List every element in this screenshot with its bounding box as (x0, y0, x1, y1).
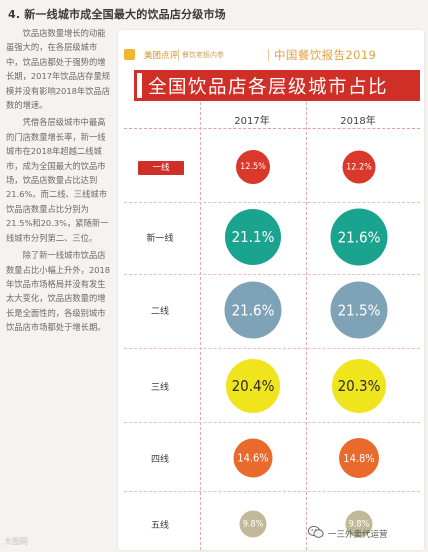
value-bubble-tier3-2018: 20.3% (332, 359, 386, 413)
row-divider (124, 422, 420, 423)
sidebar-text: 饮品店数量增长的动能虽强大的，在各层级城市中，饮品店都处于强势的增长期，2017… (6, 26, 112, 338)
chart-title: 全国饮品店各层级城市占比 (148, 77, 389, 98)
row-label-tier2: 二线 (150, 307, 169, 317)
row-label-tier3: 三线 (150, 383, 169, 393)
row-label-tier5: 五线 (150, 521, 169, 531)
wechat-icon (308, 525, 324, 538)
sidebar-paragraph: 饮品店数量增长的动能虽强大的，在各层级城市中，饮品店都处于强势的增长期，2017… (6, 28, 111, 111)
brand-slogan: 餐饮老板内参 (182, 51, 224, 59)
row-divider (124, 274, 420, 275)
banner-divider (178, 49, 179, 61)
section-heading: 4. 新一线城市成全国最大的饮品店分级市场 (8, 8, 226, 21)
value-bubble-tier5-2018: 9.8% (345, 510, 373, 538)
banner-divider (268, 49, 269, 61)
column-divider (306, 102, 307, 550)
header-divider (124, 128, 420, 129)
value-bubble-tier4-2017: 14.6% (233, 438, 273, 478)
column-header-2018: 2018年 (340, 116, 376, 127)
title-accent-mark (137, 73, 142, 98)
value-bubble-tier4-2018: 14.8% (339, 438, 379, 478)
row-divider (124, 348, 420, 349)
brand-logo-icon (124, 49, 135, 60)
chart-title-bar: 全国饮品店各层级城市占比 (134, 70, 420, 101)
sidebar-paragraph: 除了新一线城市饮品店数量占比小幅上升外，2018年饮品市场格局并没有发生太大变化… (6, 250, 111, 333)
infographic-card: 美团点评 餐饮老板内参 中国餐饮报告2019 全国饮品店各层级城市占比 2017… (118, 30, 424, 550)
report-banner: 美团点评 餐饮老板内参 中国餐饮报告2019 (122, 46, 420, 64)
row-label-tier4: 四线 (150, 455, 169, 465)
value-bubble-new-tier1-2017: 21.1% (225, 209, 281, 265)
row-label-new-tier1: 新一线 (146, 234, 174, 244)
row-label-tier1-tag: 一线 (138, 161, 184, 175)
account-name: 一三外卖代运营 (328, 530, 388, 540)
value-bubble-tier1-2018: 12.2% (342, 150, 376, 184)
value-bubble-tier2-2017: 21.6% (224, 281, 282, 339)
value-bubble-tier5-2017: 9.8% (239, 510, 267, 538)
column-header-2017: 2017年 (234, 116, 270, 127)
row-divider (124, 491, 420, 492)
watermark-text: 大图网 (4, 537, 28, 546)
value-bubble-new-tier1-2018: 21.6% (330, 208, 388, 266)
value-bubble-tier3-2017: 20.4% (226, 359, 280, 413)
row-divider (124, 202, 420, 203)
column-divider (200, 102, 201, 550)
sidebar-paragraph: 凭借各层级城市中最高的门店数量增长率，新一线城市在2018年超越二线城市，成为全… (6, 117, 109, 243)
value-bubble-tier2-2018: 21.5% (330, 281, 388, 339)
value-bubble-tier1-2017: 12.5% (236, 150, 270, 184)
report-title: 中国餐饮报告2019 (274, 48, 377, 62)
brand-name: 美团点评 (144, 51, 179, 61)
